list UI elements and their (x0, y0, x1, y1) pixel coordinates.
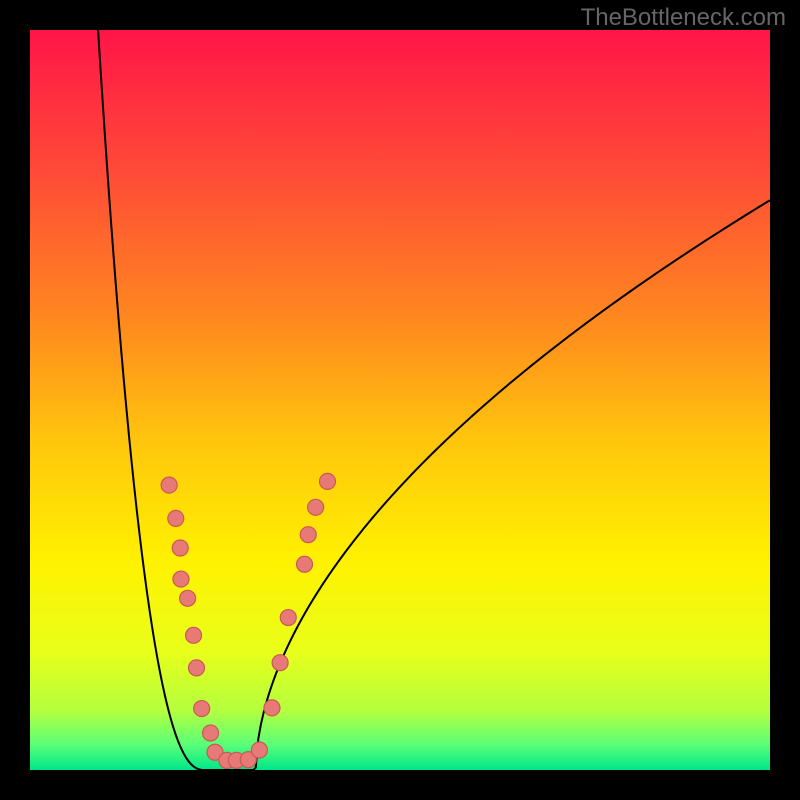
data-marker (251, 742, 267, 758)
data-marker (161, 477, 177, 493)
data-marker (297, 556, 313, 572)
watermark-text: TheBottleneck.com (581, 4, 786, 32)
data-marker (189, 660, 205, 676)
chart-svg (0, 0, 800, 800)
plot-gradient (30, 30, 770, 770)
data-marker (264, 700, 280, 716)
data-marker (186, 627, 202, 643)
data-marker (319, 473, 335, 489)
data-marker (272, 655, 288, 671)
data-marker (280, 610, 296, 626)
data-marker (180, 590, 196, 606)
data-marker (308, 499, 324, 515)
data-marker (300, 527, 316, 543)
data-marker (173, 571, 189, 587)
data-marker (203, 725, 219, 741)
chart-stage: TheBottleneck.com (0, 0, 800, 800)
data-marker (172, 540, 188, 556)
data-marker (168, 510, 184, 526)
data-marker (194, 701, 210, 717)
